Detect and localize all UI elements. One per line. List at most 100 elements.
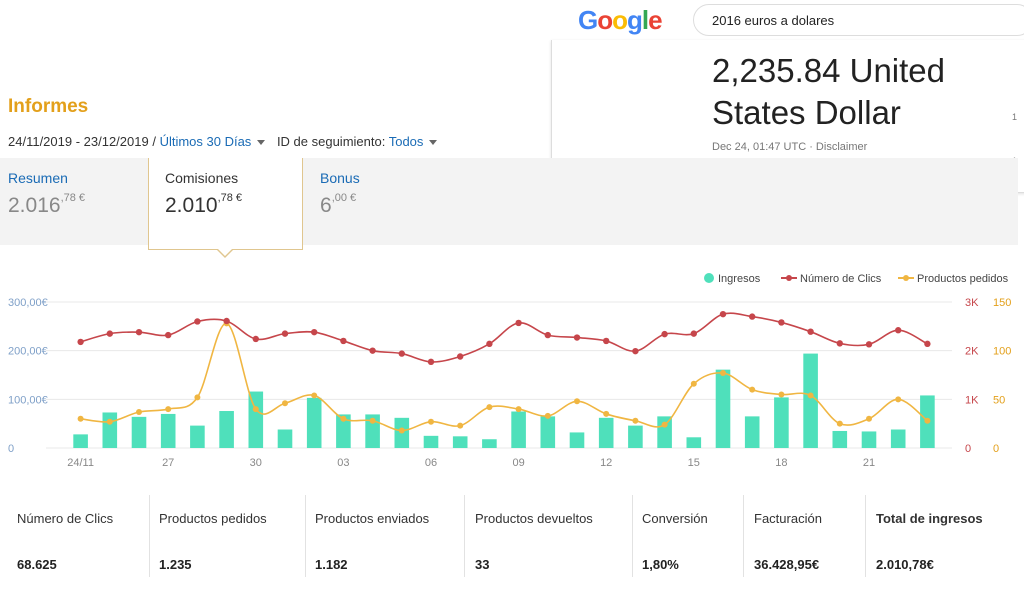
google-logo: Google (578, 5, 663, 35)
clics-point (106, 330, 114, 337)
ingresos-bar (861, 431, 877, 448)
productos-point (749, 386, 756, 393)
clics-point (924, 340, 931, 348)
divider (632, 495, 633, 577)
clics-point (778, 319, 785, 326)
tracking-dropdown[interactable]: Todos (388, 134, 424, 149)
ingresos-bar (219, 411, 234, 448)
clics-point (340, 337, 347, 345)
clics-point (398, 350, 405, 357)
legend-productos[interactable]: Productos pedidos (898, 272, 1008, 285)
active-tab-pointer-inner (217, 248, 233, 256)
clics-point (515, 319, 522, 327)
ingresos-bar (131, 416, 147, 448)
clics-point (252, 335, 259, 343)
stat-value: 1.235 (159, 557, 192, 572)
clics-point (807, 328, 814, 335)
google-search-input[interactable]: 2016 euros a dolares (693, 4, 1024, 36)
productos-point (807, 392, 814, 399)
stat-label: Número de Clics (17, 511, 114, 526)
productos-point (77, 415, 84, 422)
ingresos-bar (365, 414, 380, 448)
clics-point (486, 340, 493, 348)
productos-point (165, 406, 172, 413)
tab-label: Resumen (8, 170, 68, 186)
legend-ingresos[interactable]: Ingresos (703, 272, 760, 285)
ingresos-bar (277, 429, 293, 448)
combo-chart: 300,00€ 200,00€ 100,00€ 0 3K 2K 1K 0 150 100 50 0 24… (8, 297, 1011, 469)
ingresos-bar (482, 439, 497, 448)
clics-point (311, 328, 318, 336)
x-tick-label: 30 (250, 457, 262, 469)
ingresos-bar (598, 417, 614, 448)
ingresos-bar (160, 413, 176, 448)
productos-point (136, 408, 142, 415)
divider (464, 495, 465, 577)
productos-point (866, 415, 872, 422)
productos-point (457, 422, 464, 429)
stat-value: 2.010,78€ (876, 557, 934, 572)
productos-point (778, 391, 785, 398)
ingresos-bar (423, 435, 439, 448)
ingresos-bar (569, 432, 585, 448)
clics-point (573, 334, 581, 341)
ingresos-bar (452, 436, 468, 448)
clics-point (719, 310, 727, 318)
legend-label: Ingresos (718, 273, 761, 285)
clics-point (369, 347, 376, 354)
clics-point (77, 338, 84, 346)
stat-value: 1,80% (642, 557, 679, 572)
ingresos-bar (628, 425, 643, 448)
period-dropdown[interactable]: Últimos 30 Días (159, 134, 252, 149)
x-tick-label: 03 (337, 457, 349, 469)
currency-result-line2: States Dollar (712, 94, 901, 131)
left-axis-label: 0 (8, 443, 14, 455)
page-title: Informes (8, 96, 89, 117)
tab-label: Bonus (320, 170, 360, 186)
clics-point (165, 331, 172, 339)
clics-point (836, 340, 843, 347)
tracking-label: ID de seguimiento: (276, 134, 389, 149)
right-axis-label: 150 (993, 297, 1011, 309)
stat-value: 33 (475, 557, 490, 572)
productos-point (398, 427, 405, 434)
mid-axis-label: 2K (965, 346, 979, 358)
tab-value: 2.016,78 € (8, 192, 86, 217)
ingresos-bar (73, 434, 88, 448)
productos-point (574, 398, 580, 405)
clics-point (865, 341, 873, 348)
productos-point (836, 420, 843, 427)
clics-point (632, 347, 639, 355)
mid-axis-label: 3K (965, 297, 979, 309)
legend-clics[interactable]: Número de Clics (781, 272, 881, 285)
ingresos-bar (306, 397, 322, 448)
ingresos-bar (540, 416, 556, 448)
side-digit: 1 (1012, 112, 1018, 122)
clics-point (427, 358, 435, 366)
productos-point (690, 380, 697, 387)
productos-point (311, 392, 318, 399)
chevron-down-icon[interactable] (257, 139, 266, 145)
left-axis-label: 200,00€ (8, 346, 48, 358)
productos-line (80, 322, 928, 432)
stat-label: Facturación (754, 511, 822, 526)
x-tick-label: 12 (600, 457, 612, 469)
ingresos-bar (511, 411, 526, 448)
tab-label: Comisiones (165, 170, 239, 186)
tab-value: 6,00 € (320, 192, 357, 217)
chevron-down-icon[interactable] (429, 139, 438, 145)
stats-row: Número de Clics 68.625 Productos pedidos… (8, 495, 1008, 580)
productos-point (340, 415, 347, 422)
tab-comisiones[interactable]: Comisiones 2.010,78 € (148, 158, 303, 250)
productos-point (661, 421, 668, 428)
left-axis-label: 300,00€ (8, 297, 48, 309)
clics-point (194, 318, 201, 325)
x-tick-label: 15 (688, 457, 700, 469)
x-tick-label: 18 (775, 457, 787, 469)
divider (865, 495, 866, 577)
legend-label: Productos pedidos (917, 273, 1009, 285)
x-tick-label: 21 (863, 457, 875, 469)
productos-point (603, 410, 610, 417)
productos-point (252, 406, 259, 413)
stat-label: Productos enviados (315, 511, 430, 526)
